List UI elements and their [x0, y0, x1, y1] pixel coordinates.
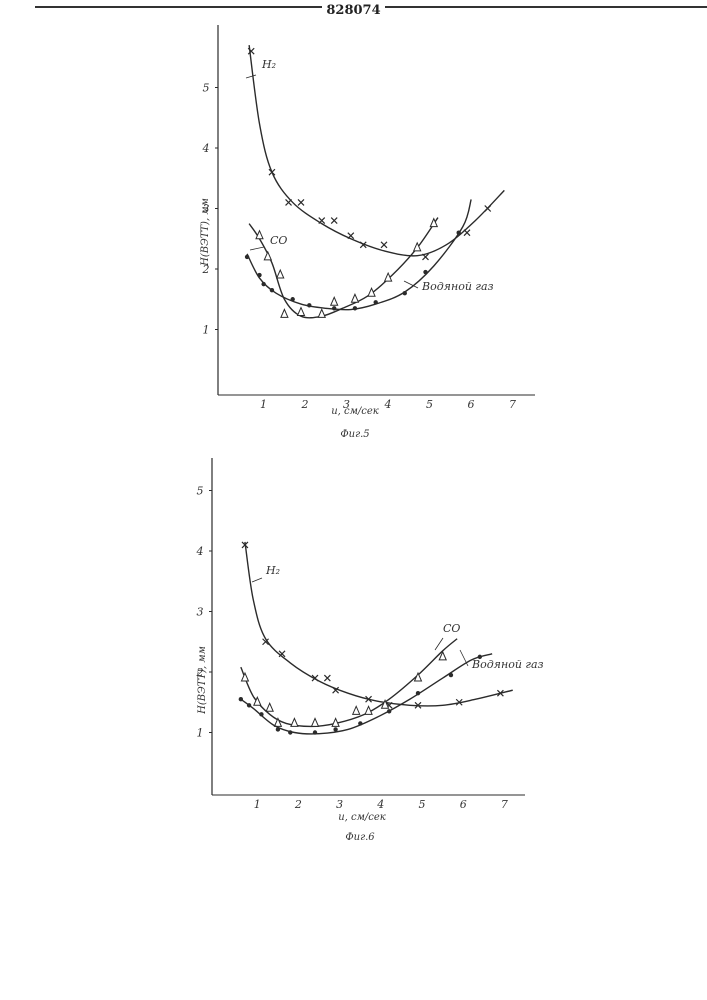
x-tick-label: 2: [301, 398, 309, 411]
data-point-x-4: [319, 218, 325, 224]
data-point-dot-6: [332, 306, 336, 310]
y-tick-label: 1: [197, 727, 204, 740]
data-point-dot-9: [416, 691, 420, 695]
data-point-dot-0: [239, 697, 243, 701]
y-axis-label: H(ВЭТТ), мм: [197, 646, 208, 715]
series-0: H₂: [242, 542, 513, 708]
series-line: [247, 199, 471, 309]
series-1: CO: [241, 622, 461, 726]
x-tick-label: 6: [460, 798, 467, 811]
series-label: CO: [270, 234, 287, 247]
series-label: Водяной газ: [471, 658, 544, 671]
data-point-dot-0: [245, 255, 249, 259]
x-tick-label: 1: [254, 798, 261, 811]
data-point-x-11: [485, 206, 491, 212]
data-point-x-2: [286, 199, 292, 205]
data-point-triangle-5: [312, 718, 319, 726]
data-point-triangle-7: [351, 294, 358, 302]
series-line: [249, 218, 438, 318]
y-tick-label: 4: [202, 142, 210, 155]
data-point-x-5: [331, 218, 337, 224]
x-axis-label: u, см/сек: [338, 812, 386, 823]
x-tick-label: 5: [419, 798, 426, 811]
data-point-triangle-0: [241, 673, 248, 681]
data-point-triangle-4: [291, 718, 298, 726]
data-point-x-0: [248, 48, 254, 54]
data-point-dot-7: [353, 306, 357, 310]
x-tick-label: 7: [509, 398, 516, 411]
data-point-dot-11: [457, 231, 461, 235]
y-tick-label: 3: [197, 606, 204, 619]
data-point-dot-1: [247, 703, 251, 707]
data-point-triangle-2: [277, 270, 284, 278]
x-tick-label: 3: [336, 798, 343, 811]
chart-6: 123451234567H(ВЭТТ), ммu, см/секФиг.6H₂C…: [196, 458, 544, 843]
data-point-dot-4: [288, 730, 292, 734]
data-point-triangle-7: [353, 706, 360, 714]
y-axis-label: H(ВЭТТ), мм: [200, 198, 211, 267]
data-point-dot-1: [257, 273, 261, 277]
series-label: H₂: [261, 58, 276, 71]
series-label: Водяной газ: [421, 280, 494, 293]
x-tick-label: 4: [384, 398, 392, 411]
data-point-x-8: [381, 242, 387, 248]
data-point-dot-8: [387, 709, 391, 713]
series-label: H₂: [265, 564, 280, 577]
data-point-triangle-3: [274, 718, 281, 726]
figure-caption: Фиг.5: [340, 429, 369, 440]
data-point-triangle-6: [331, 297, 338, 305]
y-tick-label: 5: [203, 82, 210, 95]
x-tick-label: 2: [294, 798, 302, 811]
data-point-triangle-2: [266, 703, 273, 711]
data-point-x-6: [348, 233, 354, 239]
x-tick-label: 6: [468, 398, 475, 411]
series-1: CO: [249, 218, 438, 318]
data-point-x-1: [269, 169, 275, 175]
data-point-dot-8: [374, 300, 378, 304]
series-label-leader: [246, 75, 256, 78]
data-point-triangle-5: [318, 309, 325, 317]
data-point-dot-2: [261, 282, 265, 286]
series-2: Водяной газ: [239, 650, 544, 735]
x-tick-label: 1: [260, 398, 267, 411]
series-label: CO: [443, 622, 460, 635]
data-point-x-3: [298, 199, 304, 205]
data-point-dot-10: [449, 673, 453, 677]
y-tick-label: 4: [196, 545, 204, 558]
data-point-x-4: [324, 675, 330, 681]
series-line: [241, 639, 457, 727]
data-point-dot-3: [276, 727, 280, 731]
data-point-dot-10: [423, 270, 427, 274]
data-point-dot-6: [333, 727, 337, 731]
data-point-dot-5: [313, 730, 317, 734]
series-label-leader: [250, 247, 264, 250]
data-point-triangle-3: [281, 309, 288, 317]
data-point-dot-2: [259, 712, 263, 716]
data-point-dot-3: [270, 288, 274, 292]
series-label-leader: [252, 578, 262, 582]
x-tick-label: 5: [426, 398, 433, 411]
figure-caption: Фиг.6: [345, 832, 375, 843]
chart-5: 123451234567H(ВЭТТ), ммu, см/секФиг.5H₂C…: [200, 25, 535, 440]
x-axis-label: u, см/сек: [331, 406, 379, 417]
data-point-dot-4: [291, 297, 295, 301]
series-0: H₂: [246, 45, 504, 260]
series-line: [245, 542, 513, 706]
x-tick-label: 4: [376, 798, 384, 811]
data-point-dot-9: [403, 291, 407, 295]
series-label-leader: [435, 638, 443, 650]
x-tick-label: 7: [501, 798, 508, 811]
y-tick-label: 1: [203, 324, 210, 337]
series-line: [249, 45, 504, 256]
data-point-triangle-4: [298, 308, 305, 316]
data-point-x-10: [464, 230, 470, 236]
data-point-dot-7: [358, 721, 362, 725]
data-point-triangle-1: [264, 252, 271, 260]
y-tick-label: 5: [197, 485, 204, 498]
data-point-dot-5: [307, 303, 311, 307]
